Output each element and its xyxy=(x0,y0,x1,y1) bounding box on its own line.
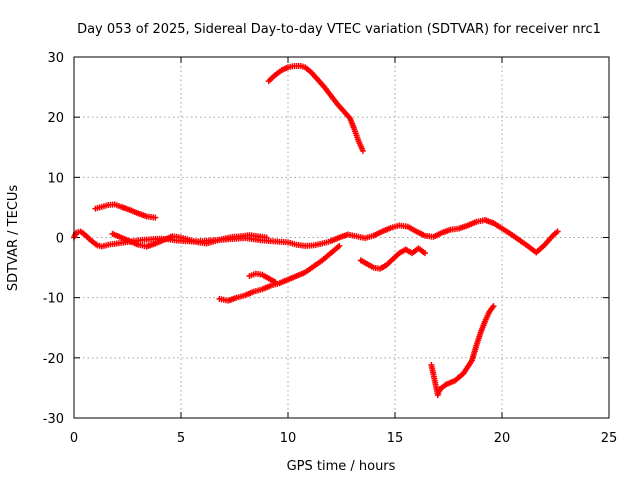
data-point xyxy=(152,214,159,221)
x-tick-label: 5 xyxy=(177,431,185,446)
data-point xyxy=(421,250,428,257)
x-tick-label: 0 xyxy=(70,431,78,446)
x-tick-label: 20 xyxy=(494,431,511,446)
y-tick-label: 30 xyxy=(47,51,64,66)
y-tick-label: 10 xyxy=(47,171,64,186)
y-tick-label: 0 xyxy=(56,232,64,247)
x-tick-label: 15 xyxy=(387,431,404,446)
x-axis-label: GPS time / hours xyxy=(287,459,396,474)
y-tick-label: -10 xyxy=(43,292,64,307)
x-tick-label: 25 xyxy=(601,431,618,446)
data-point xyxy=(272,279,279,286)
data-layer xyxy=(71,63,561,399)
data-point xyxy=(336,242,343,249)
data-point xyxy=(554,228,561,235)
y-axis-label: SDTVAR / TECUs xyxy=(6,185,21,292)
data-point xyxy=(359,147,366,154)
x-tick-label: 10 xyxy=(280,431,297,446)
plot-frame xyxy=(73,56,610,419)
y-tick-label: 20 xyxy=(47,111,64,126)
y-tick-label: -30 xyxy=(43,412,64,427)
data-point xyxy=(490,303,497,310)
data-point xyxy=(263,234,270,241)
y-tick-label: -20 xyxy=(43,352,64,367)
tick-layer: 0 5 10 15 20 25 -30 -20 -10 0 10 20 30 xyxy=(43,51,618,446)
chart-title: Day 053 of 2025, Sidereal Day-to-day VTE… xyxy=(77,22,601,37)
